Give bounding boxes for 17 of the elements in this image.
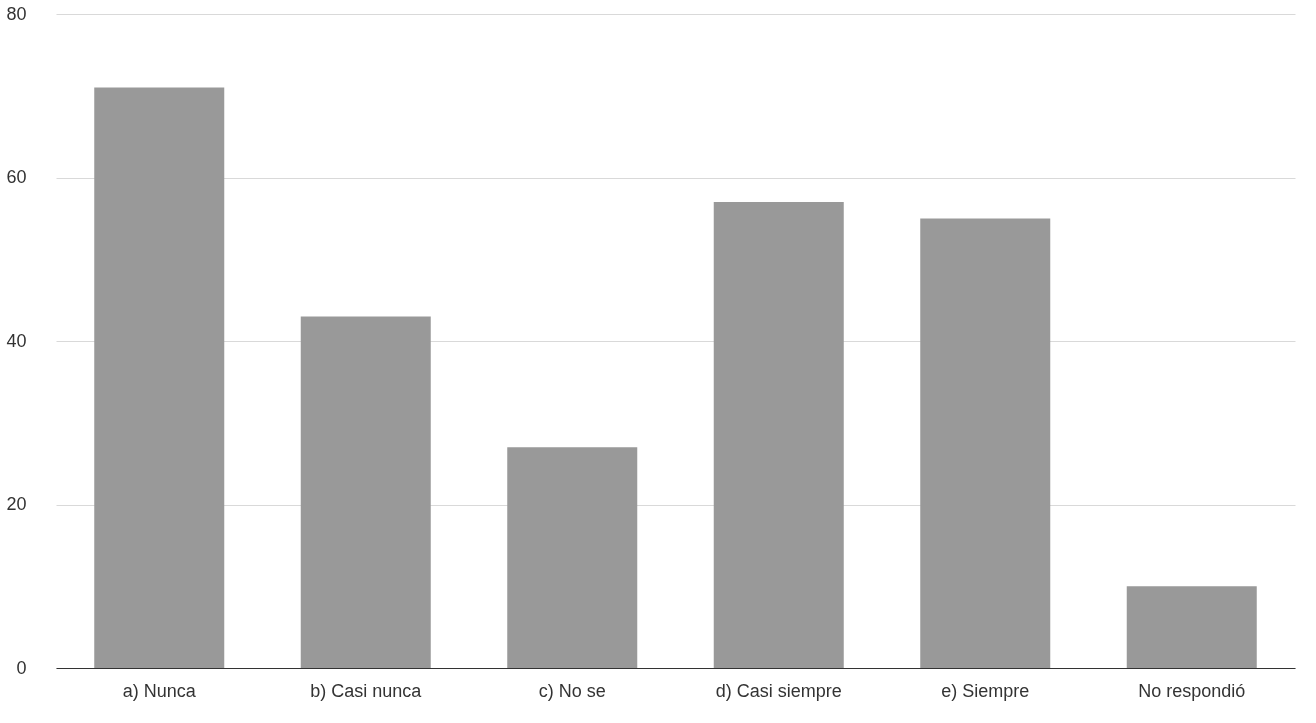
y-tick-label: 60 (6, 167, 27, 187)
y-tick-label: 20 (6, 494, 27, 514)
x-tick-label: b) Casi nunca (310, 680, 423, 701)
x-tick-label: a) Nunca (122, 680, 197, 701)
x-tick-label: No respondió (1138, 680, 1246, 701)
bar (713, 202, 844, 668)
x-tick-label: d) Casi siempre (715, 680, 842, 701)
y-tick-label: 80 (6, 3, 27, 24)
y-tick-label: 0 (16, 657, 27, 678)
bar (300, 316, 431, 668)
bar (920, 218, 1051, 668)
y-tick-label: 40 (6, 330, 27, 351)
x-tick-label: c) No se (538, 680, 606, 701)
bar (1126, 586, 1257, 668)
bar (507, 447, 638, 668)
bar (94, 87, 225, 668)
x-tick-label: e) Siempre (941, 680, 1030, 701)
